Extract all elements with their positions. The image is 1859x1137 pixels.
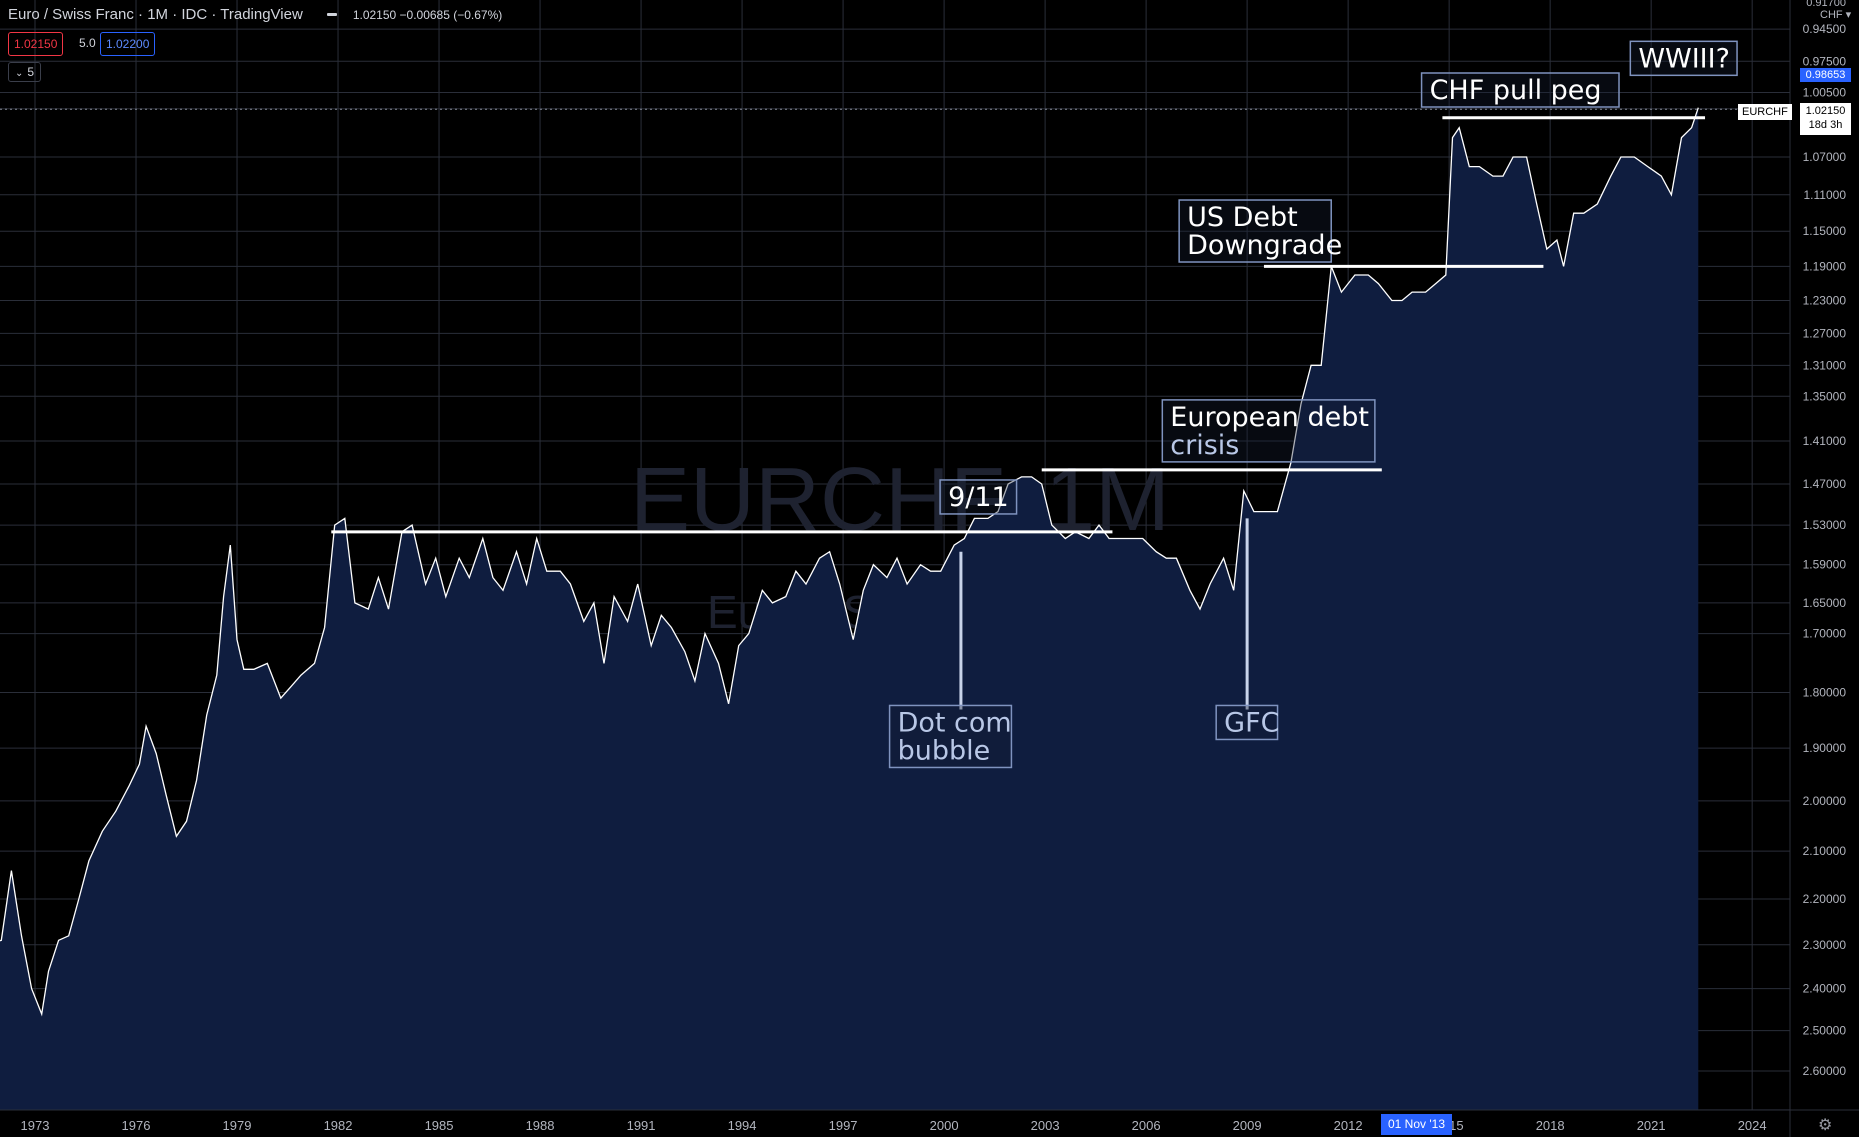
y-tick-label: 1.53000 (1803, 518, 1847, 532)
x-tick-label: 1994 (728, 1118, 757, 1133)
x-tick-label: 2006 (1132, 1118, 1161, 1133)
y-tick-label: 1.47000 (1803, 477, 1847, 491)
annotation-box[interactable] (1420, 72, 1620, 108)
x-tick-label: 1982 (324, 1118, 353, 1133)
indicator-count: 5 (27, 65, 35, 79)
y-tick-label: 1.27000 (1803, 326, 1847, 340)
symbol-badge: EURCHF (1738, 104, 1792, 120)
y-tick-label: 1.70000 (1803, 627, 1847, 641)
y-tick-label: 1.65000 (1803, 596, 1847, 610)
annotation-label: European debt (1170, 402, 1369, 433)
spread-value: 5.0 (79, 36, 96, 50)
x-tick-label: 2012 (1334, 1118, 1363, 1133)
x-tick-label: 1979 (223, 1118, 252, 1133)
chevron-down-icon: ▾ (1845, 9, 1852, 21)
x-tick-label: 2018 (1536, 1118, 1565, 1133)
annotation-label: GFC (1224, 707, 1279, 738)
annotation-label: Downgrade (1187, 230, 1342, 261)
y-tick-label: 1.15000 (1803, 224, 1847, 238)
y-tick-label: 1.23000 (1803, 293, 1847, 307)
watermark-symbol: EURCHF, 1M (630, 450, 1170, 550)
x-tick-label: 1976 (122, 1118, 151, 1133)
y-tick-label: 2.40000 (1803, 982, 1847, 996)
y-tick-label: 2.20000 (1803, 892, 1847, 906)
x-tick-label: 1991 (627, 1118, 656, 1133)
annotation-label: bubble (898, 735, 991, 766)
ask-price-button[interactable]: 1.02200 (100, 32, 156, 56)
bar-countdown: 18d 3h (1808, 119, 1843, 131)
x-tick-label: 2024 (1738, 1118, 1767, 1133)
bid-price-button[interactable]: 1.02150 (8, 32, 64, 56)
y-tick-label: 1.19000 (1803, 259, 1847, 273)
chevron-down-icon: ⌄ (15, 68, 24, 79)
annotation-box[interactable] (1178, 199, 1332, 263)
x-tick-label: 1988 (526, 1118, 555, 1133)
crosshair-date-label: 01 Nov '13 (1381, 1114, 1452, 1135)
annotation-label: WWIII? (1638, 43, 1730, 74)
annotation-box[interactable] (888, 704, 1013, 769)
last-price-badge: 1.02150 18d 3h (1800, 103, 1851, 135)
chart-header: Euro / Swiss Franc · 1M · IDC · TradingV… (8, 6, 502, 23)
x-tick-label: 2000 (930, 1118, 959, 1133)
y-tick-label: 1.80000 (1803, 685, 1847, 699)
y-tick-label: 2.00000 (1803, 794, 1847, 808)
y-tick-label: 2.50000 (1803, 1024, 1847, 1038)
indicators-toggle[interactable]: ⌄ 5 (8, 62, 42, 82)
price-quote: 1.02150 −0.00685 (−0.67%) (352, 7, 503, 22)
x-tick-label: 2021 (1637, 1118, 1666, 1133)
y-tick-label: 1.59000 (1803, 558, 1847, 572)
y-tick-label: 1.90000 (1803, 741, 1847, 755)
y-tick-label: 2.30000 (1803, 938, 1847, 952)
annotation-box[interactable] (939, 479, 1018, 515)
y-tick-label: 1.35000 (1803, 389, 1847, 403)
annotation-label: Dot com (898, 707, 1012, 738)
x-tick-label: 2003 (1031, 1118, 1060, 1133)
annotation-label: US Debt (1187, 202, 1298, 233)
annotation-box[interactable] (1629, 40, 1738, 77)
series-line[interactable] (0, 107, 1699, 1017)
annotation-label: 9/11 (948, 482, 1009, 513)
x-tick-label: 2009 (1233, 1118, 1262, 1133)
series-area (0, 107, 1699, 1110)
annotation-label: CHF pull peg (1430, 75, 1602, 106)
y-tick-label: 0.97500 (1803, 54, 1847, 68)
x-tick-label: 1997 (829, 1118, 858, 1133)
currency-label: CHF (1820, 9, 1843, 21)
y-tick-label: 1.07000 (1803, 150, 1847, 164)
annotation-box[interactable] (1161, 399, 1376, 463)
symbol-title[interactable]: Euro / Swiss Franc · 1M · IDC · TradingV… (8, 6, 303, 23)
y-tick-label: 1.31000 (1803, 358, 1847, 372)
currency-selector[interactable]: CHF ▾ (1820, 8, 1851, 21)
x-tick-label: 1985 (425, 1118, 454, 1133)
y-tick-label: 2.10000 (1803, 844, 1847, 858)
collapse-icon[interactable] (326, 13, 337, 16)
gear-icon[interactable]: ⚙ (1818, 1117, 1833, 1134)
y-tick-label: 2.60000 (1803, 1064, 1847, 1078)
y-tick-label: 1.00500 (1803, 85, 1847, 99)
price-badge-blue: 0.98653 (1800, 68, 1851, 82)
x-tick-label: 1973 (21, 1118, 50, 1133)
y-tick-label: 1.11000 (1804, 188, 1847, 202)
annotation-box[interactable] (1215, 704, 1279, 741)
annotation-label: crisis (1170, 430, 1239, 461)
y-tick-label: 0.91700 (1806, 0, 1846, 9)
y-tick-label: 0.94500 (1803, 22, 1847, 36)
last-price-value: 1.02150 (1805, 105, 1846, 117)
y-tick-label: 1.41000 (1803, 434, 1847, 448)
